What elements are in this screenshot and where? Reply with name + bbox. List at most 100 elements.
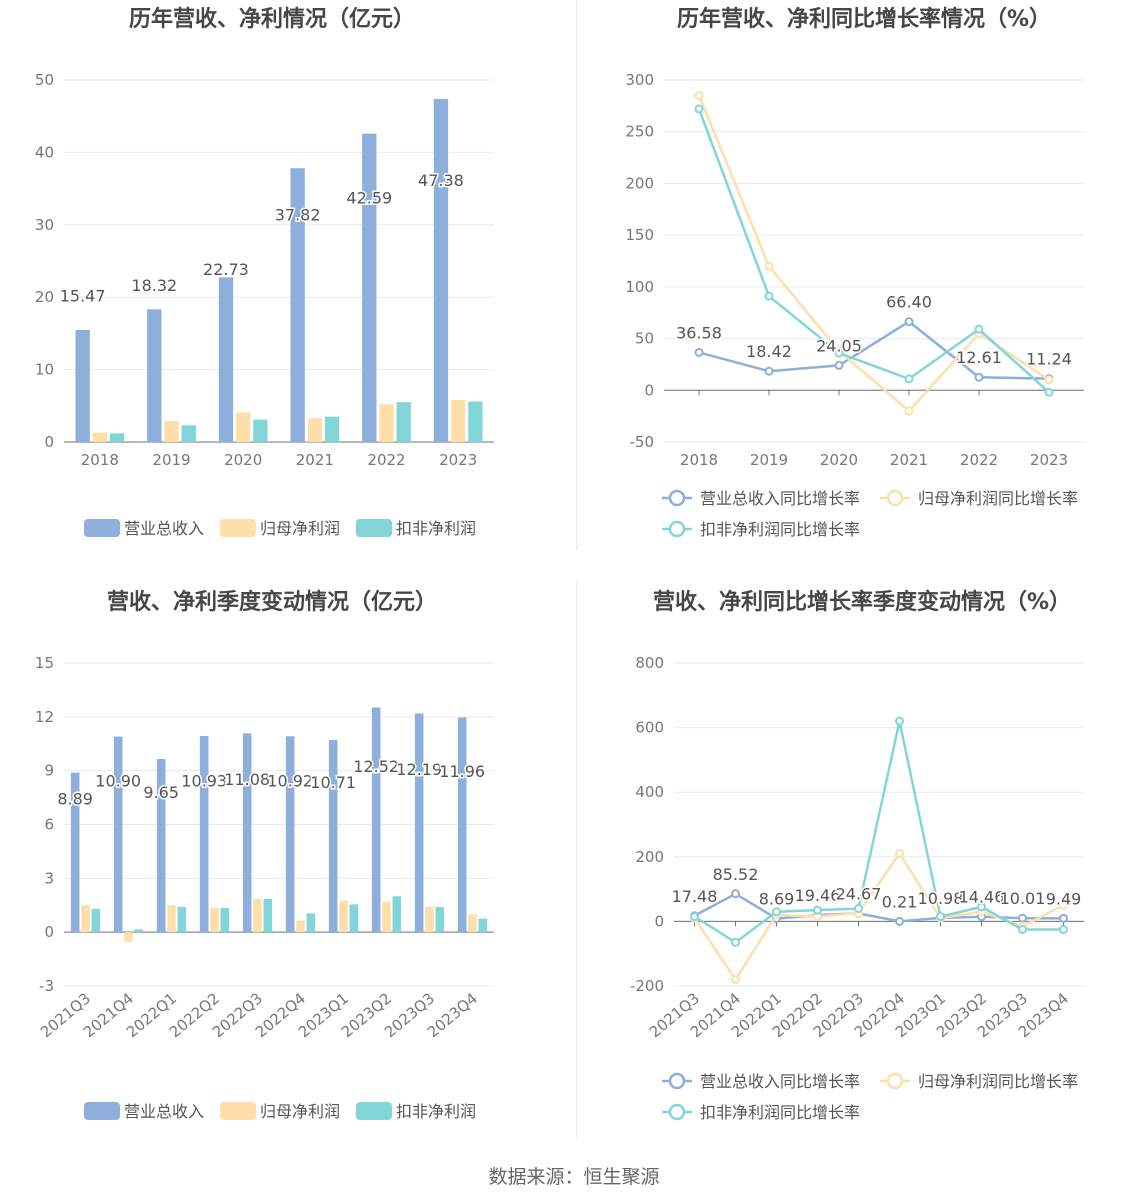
bar-revenue bbox=[457, 717, 467, 933]
y-tick-label: 0 bbox=[644, 381, 654, 399]
y-tick-label: 250 bbox=[625, 123, 654, 141]
series-point bbox=[904, 406, 914, 416]
data-label: 10.90 bbox=[95, 772, 141, 791]
data-label: 37.82 bbox=[275, 206, 321, 225]
series-line-3 bbox=[697, 108, 1050, 394]
bar-parent-profit bbox=[339, 900, 348, 933]
x-tick-label: 2023 bbox=[439, 451, 477, 469]
legend-swatch bbox=[84, 1102, 120, 1120]
legend-marker bbox=[668, 489, 686, 507]
y-tick-label: 0 bbox=[44, 433, 54, 451]
y-tick-label: 50 bbox=[35, 71, 54, 89]
data-label: 10.93 bbox=[181, 771, 227, 790]
series-point bbox=[854, 903, 863, 913]
data-label: 36.58 bbox=[676, 323, 722, 342]
x-tick-label: 2021 bbox=[890, 451, 928, 469]
data-source: 数据来源：恒生聚源 bbox=[488, 1166, 660, 1188]
series-point bbox=[764, 291, 774, 301]
bar-deducted-profit bbox=[396, 402, 411, 442]
bar-revenue bbox=[75, 329, 90, 442]
bar-deducted-profit bbox=[435, 907, 445, 933]
data-label: 66.40 bbox=[886, 293, 932, 312]
x-tick-label: 2019 bbox=[152, 451, 190, 469]
data-label: 10.71 bbox=[310, 773, 356, 792]
series-point bbox=[1059, 913, 1068, 923]
y-tick-label: 20 bbox=[35, 288, 54, 306]
bar-revenue bbox=[199, 736, 209, 933]
legend-swatch bbox=[84, 519, 120, 537]
data-label: 9.65 bbox=[143, 783, 179, 802]
bar-deducted-profit bbox=[181, 425, 196, 442]
x-tick-label: 2022 bbox=[367, 451, 405, 469]
series-point bbox=[974, 324, 984, 334]
chart-title-3: 营收、净利季度变动情况（亿元） bbox=[107, 589, 437, 615]
bar-revenue bbox=[218, 277, 234, 442]
vertical-divider-top bbox=[576, 0, 577, 550]
bar-deducted-profit bbox=[253, 419, 268, 442]
bar-parent-profit bbox=[124, 932, 133, 943]
bar-deducted-profit bbox=[468, 401, 483, 442]
data-label: 85.52 bbox=[713, 865, 759, 884]
data-label: 24.05 bbox=[816, 336, 862, 355]
legend-marker bbox=[668, 1072, 686, 1090]
bar-revenue bbox=[285, 736, 295, 933]
bar-parent-profit bbox=[451, 400, 466, 442]
chart-title-2: 历年营收、净利同比增长率情况（%） bbox=[677, 6, 1051, 32]
series-point bbox=[1018, 924, 1027, 934]
y-tick-label: 400 bbox=[635, 783, 664, 801]
x-tick-label: 2018 bbox=[680, 451, 718, 469]
legend-swatch bbox=[220, 519, 256, 537]
legend-label: 扣非净利润同比增长率 bbox=[700, 1103, 860, 1122]
legend-swatch bbox=[220, 1102, 256, 1120]
data-label: 12.52 bbox=[353, 757, 399, 776]
y-tick-label: -3 bbox=[39, 977, 54, 995]
bar-parent-profit bbox=[382, 901, 391, 933]
data-label: 19.46 bbox=[795, 886, 841, 905]
y-tick-label: 200 bbox=[625, 174, 654, 192]
legend-label: 归母净利润 bbox=[260, 519, 340, 538]
series-point bbox=[895, 916, 904, 926]
series-point bbox=[731, 937, 740, 947]
x-tick-label: 2020 bbox=[224, 451, 262, 469]
bar-revenue bbox=[362, 133, 377, 442]
series-point bbox=[813, 905, 822, 915]
x-tick-label: 2018 bbox=[81, 451, 119, 469]
bar-deducted-profit bbox=[263, 898, 273, 933]
bar-deducted-profit bbox=[306, 913, 316, 933]
bar-parent-profit bbox=[307, 418, 322, 442]
series-point bbox=[904, 374, 914, 384]
data-label: 42.59 bbox=[346, 188, 392, 207]
bar-revenue bbox=[113, 736, 123, 933]
data-label: 24.67 bbox=[836, 884, 882, 903]
series-point bbox=[977, 902, 986, 912]
bar-deducted-profit bbox=[91, 908, 101, 933]
x-tick-label: 2020 bbox=[820, 451, 858, 469]
data-label: 22.73 bbox=[203, 260, 249, 279]
data-label: 14.46 bbox=[959, 888, 1005, 907]
legend-label: 扣非净利润 bbox=[396, 519, 476, 538]
bar-deducted-profit bbox=[478, 918, 488, 933]
y-tick-label: 200 bbox=[635, 848, 664, 866]
y-tick-label: 6 bbox=[44, 816, 54, 834]
legend-marker bbox=[886, 1072, 904, 1090]
x-tick-label: 2023 bbox=[1030, 451, 1068, 469]
bar-parent-profit bbox=[92, 432, 107, 442]
y-tick-label: 40 bbox=[35, 143, 54, 161]
bar-deducted-profit bbox=[324, 416, 340, 442]
data-label: 10.98 bbox=[918, 889, 964, 908]
series-point bbox=[834, 348, 844, 358]
series-point bbox=[1059, 924, 1068, 934]
bar-parent-profit bbox=[167, 905, 176, 933]
legend-label: 扣非净利润同比增长率 bbox=[700, 520, 860, 539]
data-label: 10.92 bbox=[267, 771, 313, 790]
legend-label: 归母净利润同比增长率 bbox=[918, 489, 1078, 508]
y-tick-label: 12 bbox=[35, 708, 54, 726]
data-label: 8.69 bbox=[759, 890, 795, 909]
y-tick-label: 800 bbox=[635, 654, 664, 672]
bar-revenue bbox=[433, 98, 449, 442]
y-tick-label: -200 bbox=[630, 977, 664, 995]
series-point bbox=[1044, 387, 1054, 397]
legend-marker bbox=[886, 489, 904, 507]
y-tick-label: 3 bbox=[44, 869, 54, 887]
